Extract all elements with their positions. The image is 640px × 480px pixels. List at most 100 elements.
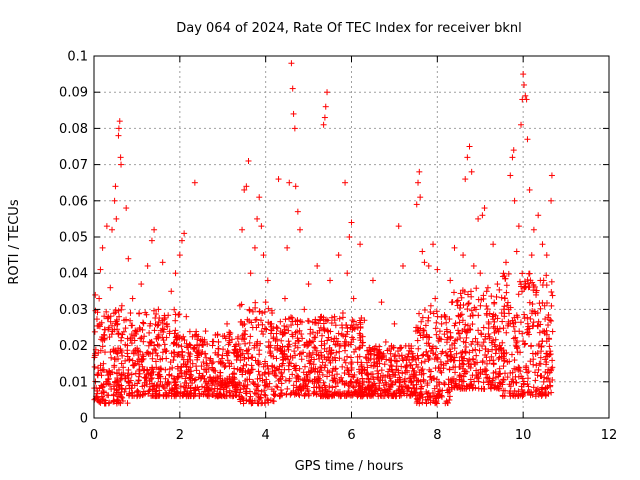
- data-point: [192, 376, 199, 383]
- data-point: [447, 356, 454, 363]
- data-point: [425, 396, 432, 403]
- data-point: [421, 327, 428, 334]
- data-point: [151, 226, 158, 233]
- data-point: [341, 390, 348, 397]
- data-point: [335, 330, 342, 337]
- data-point: [366, 379, 373, 386]
- data-point: [346, 371, 353, 378]
- data-point: [119, 352, 126, 359]
- data-point: [504, 322, 511, 329]
- data-point: [239, 320, 246, 327]
- data-point: [479, 212, 486, 219]
- data-point: [441, 331, 448, 338]
- data-point: [297, 226, 303, 233]
- data-point: [261, 325, 268, 332]
- data-point: [413, 371, 420, 378]
- data-point: [365, 357, 372, 364]
- data-point: [524, 136, 531, 143]
- data-point: [374, 367, 381, 374]
- data-point: [108, 354, 115, 361]
- data-point: [264, 396, 271, 403]
- data-point: [546, 317, 553, 324]
- data-point: [347, 354, 354, 361]
- data-point: [392, 379, 399, 386]
- data-point: [480, 324, 487, 331]
- data-point: [149, 392, 156, 399]
- data-point: [149, 355, 156, 362]
- data-point: [260, 331, 267, 338]
- data-point: [183, 313, 190, 320]
- data-point: [344, 364, 351, 371]
- data-point: [169, 386, 176, 393]
- data-point: [527, 358, 534, 365]
- data-point: [139, 363, 146, 370]
- data-point: [519, 270, 526, 277]
- data-point: [177, 389, 184, 396]
- data-point: [296, 365, 303, 372]
- data-point: [427, 373, 434, 380]
- data-point: [274, 336, 281, 343]
- data-point: [237, 346, 244, 353]
- data-point: [141, 382, 148, 389]
- data-point: [121, 317, 128, 324]
- data-point: [317, 349, 324, 356]
- y-tick-label: 0: [80, 412, 88, 427]
- data-point: [475, 296, 482, 303]
- data-point: [255, 360, 262, 367]
- data-point: [247, 270, 254, 277]
- data-point: [135, 389, 142, 396]
- data-point: [533, 387, 540, 394]
- data-point: [443, 319, 450, 326]
- data-point: [175, 311, 182, 318]
- data-point: [539, 384, 546, 391]
- data-point: [159, 317, 166, 324]
- data-point: [282, 330, 289, 337]
- data-point: [298, 331, 305, 338]
- data-point: [298, 356, 305, 363]
- data-point: [236, 389, 243, 396]
- data-point: [400, 390, 407, 397]
- data-point: [305, 281, 312, 288]
- data-point: [127, 377, 134, 384]
- data-point: [365, 385, 372, 392]
- data-point: [433, 319, 440, 326]
- data-point: [442, 349, 449, 356]
- y-axis-label: ROTI / TECUs: [7, 199, 22, 284]
- data-point: [175, 351, 182, 358]
- data-point: [260, 252, 267, 259]
- data-point: [262, 299, 269, 306]
- data-point: [461, 385, 468, 392]
- data-point: [293, 374, 300, 381]
- data-point: [514, 345, 521, 352]
- data-point: [513, 248, 520, 255]
- data-point: [117, 391, 124, 398]
- data-point: [100, 367, 107, 374]
- data-point: [344, 328, 351, 335]
- data-point: [194, 384, 201, 391]
- data-point: [285, 327, 292, 334]
- x-tick-label: 8: [433, 428, 441, 443]
- data-point: [98, 382, 105, 389]
- data-point: [433, 345, 440, 352]
- data-point: [242, 369, 249, 376]
- data-point: [96, 295, 103, 302]
- data-point: [94, 387, 101, 394]
- data-point: [432, 325, 439, 332]
- data-point: [273, 373, 280, 380]
- data-point: [501, 350, 508, 357]
- data-point: [487, 384, 494, 391]
- data-point: [157, 356, 164, 363]
- data-point: [415, 355, 422, 362]
- data-point: [107, 318, 114, 325]
- data-point: [165, 392, 172, 399]
- data-point: [356, 345, 363, 352]
- data-point: [178, 363, 185, 370]
- data-point: [271, 364, 278, 371]
- data-point: [151, 327, 158, 334]
- data-point: [401, 377, 408, 384]
- data-point: [408, 371, 415, 378]
- data-point: [129, 357, 136, 364]
- data-point: [161, 385, 168, 392]
- data-point: [245, 355, 252, 362]
- data-point: [191, 179, 198, 186]
